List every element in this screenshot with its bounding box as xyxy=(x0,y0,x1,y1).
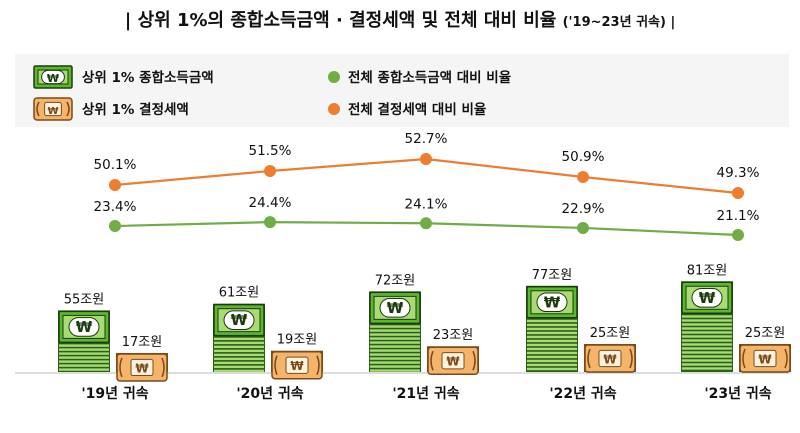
tax-ratio-label-4: 50.9% xyxy=(562,149,605,165)
bar-income-label-1: 55조원 xyxy=(64,292,104,307)
legend-label-income: 상위 1% 종합소득금액 xyxy=(82,69,214,86)
legend-green-dot-icon xyxy=(328,71,340,83)
bar-income-label-3: 72조원 xyxy=(375,273,415,288)
bar-tax-label-5: 25조원 xyxy=(745,326,785,341)
bar-income-label-2: 61조원 xyxy=(219,286,259,301)
bar-income-label-4: 77조원 xyxy=(532,268,572,283)
bar-tax-label-3: 23조원 xyxy=(433,328,473,343)
svg-text:₩: ₩ xyxy=(135,361,149,375)
income-ratio-label-4: 22.9% xyxy=(562,201,605,217)
title-sub: ('19~23년 귀속) | xyxy=(562,15,676,30)
bar-tax-coin-icon-4: ₩ xyxy=(584,344,636,373)
legend-panel xyxy=(15,54,789,127)
chart-title: | 상위 1%의 종합소득금액 · 결정세액 및 전체 대비 비율 ('19~2… xyxy=(0,6,800,32)
svg-text:₩: ₩ xyxy=(47,72,59,85)
svg-text:₩: ₩ xyxy=(76,318,93,336)
tax-ratio-point-3 xyxy=(420,153,432,165)
bar-tax-label-2: 19조원 xyxy=(277,333,317,348)
bar-income-banknote-icon-2: ₩ xyxy=(213,303,265,337)
income-ratio-label-5: 21.1% xyxy=(717,208,760,224)
svg-text:₩: ₩ xyxy=(231,311,248,329)
svg-text:₩: ₩ xyxy=(758,353,772,367)
tax-ratio-point-2 xyxy=(264,165,276,177)
bar-income-banknote-icon-5: ₩ xyxy=(681,281,733,315)
svg-text:₩: ₩ xyxy=(699,289,716,307)
tax-ratio-label-3: 52.7% xyxy=(405,131,448,147)
tax-ratio-label-5: 49.3% xyxy=(717,165,760,181)
bar-tax-label-1: 17조원 xyxy=(122,335,162,350)
svg-text:₩: ₩ xyxy=(47,106,58,117)
bar-tax-coin-icon-5: ₩ xyxy=(739,344,791,373)
legend-coin-icon: ₩ xyxy=(33,97,73,121)
title-main: | 상위 1%의 종합소득금액 · 결정세액 및 전체 대비 비율 xyxy=(124,10,557,31)
legend-label-income-ratio: 전체 종합소득금액 대비 비율 xyxy=(348,69,511,86)
bar-income-banknote-icon-4: ₩ xyxy=(526,286,578,319)
bar-tax-coin-icon-3: ₩ xyxy=(427,346,479,375)
x-tick-label-1: '19년 귀속 xyxy=(81,385,148,402)
x-tick-label-2: '20년 귀속 xyxy=(236,385,303,402)
tax-ratio-label-2: 51.5% xyxy=(249,143,292,159)
income-ratio-point-4 xyxy=(577,221,589,234)
income-ratio-point-3 xyxy=(420,217,432,230)
tax-ratio-point-4 xyxy=(577,171,589,183)
x-tick-label-3: '21년 귀속 xyxy=(392,385,459,402)
income-ratio-label-1: 23.4% xyxy=(94,199,137,215)
bar-income-label-5: 81조원 xyxy=(687,263,727,278)
bar-tax-coin-icon-1: ₩ xyxy=(116,353,168,382)
bar-income-banknote-icon-1: ₩ xyxy=(58,310,110,344)
bar-tax-coin-icon-2: ₩ xyxy=(271,350,323,380)
income-ratio-label-3: 24.1% xyxy=(405,196,448,212)
legend-banknote-icon: ₩ xyxy=(33,65,73,89)
svg-text:₩: ₩ xyxy=(603,353,617,367)
bar-tax-label-4: 25조원 xyxy=(590,326,630,341)
legend-orange-dot-icon xyxy=(328,103,340,115)
svg-text:₩: ₩ xyxy=(290,359,304,373)
income-ratio-point-5 xyxy=(732,228,744,241)
tax-ratio-point-5 xyxy=(732,187,744,199)
tax-ratio-point-1 xyxy=(109,179,121,191)
svg-text:₩: ₩ xyxy=(446,355,460,369)
svg-text:₩: ₩ xyxy=(387,299,404,317)
income-ratio-label-2: 24.4% xyxy=(249,195,292,211)
legend-label-tax-ratio: 전체 결정세액 대비 비율 xyxy=(348,101,486,118)
tax-ratio-label-1: 50.1% xyxy=(94,157,137,173)
x-tick-label-4: '22년 귀속 xyxy=(549,385,616,402)
bar-income-banknote-icon-3: ₩ xyxy=(369,291,421,325)
x-tick-label-5: '23년 귀속 xyxy=(704,385,771,402)
income-ratio-point-2 xyxy=(264,216,276,229)
svg-text:₩: ₩ xyxy=(544,293,561,311)
legend-label-tax: 상위 1% 결정세액 xyxy=(82,101,189,118)
income-ratio-point-1 xyxy=(109,220,121,232)
